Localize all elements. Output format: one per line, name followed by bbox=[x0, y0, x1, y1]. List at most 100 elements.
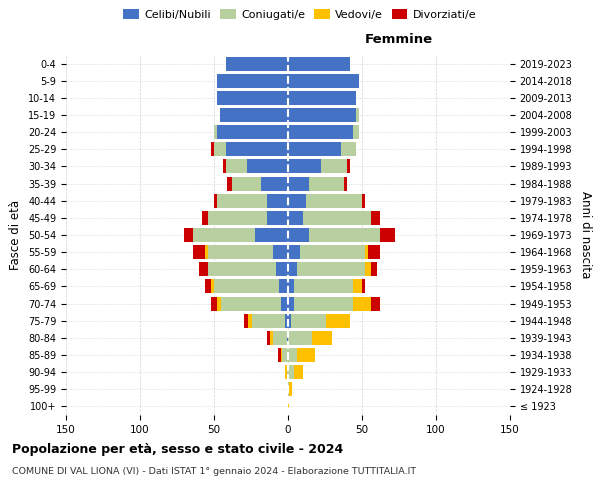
Bar bbox=[214, 194, 217, 207]
Bar bbox=[282, 348, 288, 362]
Bar bbox=[371, 262, 377, 276]
Bar bbox=[262, 176, 288, 190]
Bar bbox=[288, 194, 306, 207]
Bar bbox=[303, 211, 371, 225]
Bar bbox=[247, 160, 288, 173]
Bar bbox=[288, 382, 289, 396]
Bar bbox=[276, 262, 288, 276]
Text: Popolazione per età, sesso e stato civile - 2024: Popolazione per età, sesso e stato civil… bbox=[12, 442, 343, 456]
Bar bbox=[288, 348, 297, 362]
Bar bbox=[326, 314, 350, 328]
Y-axis label: Fasce di età: Fasce di età bbox=[10, 200, 22, 270]
Bar bbox=[353, 280, 362, 293]
Bar bbox=[288, 160, 320, 173]
Bar bbox=[291, 314, 326, 328]
Bar bbox=[362, 194, 365, 207]
Bar bbox=[217, 74, 288, 88]
Bar bbox=[288, 365, 294, 379]
Bar bbox=[347, 160, 350, 173]
Bar bbox=[311, 331, 332, 345]
Bar bbox=[380, 228, 395, 242]
Bar bbox=[288, 331, 311, 345]
Bar bbox=[288, 91, 356, 105]
Legend: Celibi/Nubili, Coniugati/e, Vedovi/e, Divorziati/e: Celibi/Nubili, Coniugati/e, Vedovi/e, Di… bbox=[120, 6, 480, 23]
Bar bbox=[199, 262, 208, 276]
Bar bbox=[287, 331, 288, 345]
Bar bbox=[288, 228, 309, 242]
Bar bbox=[288, 314, 291, 328]
Bar bbox=[226, 142, 288, 156]
Bar bbox=[371, 296, 380, 310]
Bar bbox=[273, 245, 288, 259]
Bar bbox=[309, 228, 380, 242]
Bar bbox=[294, 280, 353, 293]
Bar bbox=[289, 382, 292, 396]
Bar bbox=[221, 296, 281, 310]
Bar bbox=[248, 314, 253, 328]
Bar bbox=[208, 245, 273, 259]
Bar bbox=[267, 331, 270, 345]
Bar bbox=[281, 296, 288, 310]
Bar bbox=[288, 280, 294, 293]
Bar bbox=[353, 296, 371, 310]
Bar bbox=[232, 176, 262, 190]
Bar bbox=[300, 245, 365, 259]
Bar bbox=[217, 194, 267, 207]
Bar bbox=[288, 176, 309, 190]
Bar bbox=[227, 176, 232, 190]
Text: COMUNE DI VAL LIONA (VI) - Dati ISTAT 1° gennaio 2024 - Elaborazione TUTTITALIA.: COMUNE DI VAL LIONA (VI) - Dati ISTAT 1°… bbox=[12, 468, 416, 476]
Bar bbox=[270, 331, 273, 345]
Bar bbox=[223, 160, 226, 173]
Bar bbox=[353, 125, 359, 139]
Bar bbox=[256, 228, 288, 242]
Bar bbox=[205, 245, 208, 259]
Bar bbox=[297, 262, 365, 276]
Bar bbox=[217, 125, 288, 139]
Bar bbox=[279, 280, 288, 293]
Text: Femmine: Femmine bbox=[365, 33, 433, 46]
Bar bbox=[244, 314, 248, 328]
Bar bbox=[217, 296, 221, 310]
Bar bbox=[365, 245, 368, 259]
Bar bbox=[217, 91, 288, 105]
Bar bbox=[278, 348, 281, 362]
Bar bbox=[285, 365, 287, 379]
Bar bbox=[306, 194, 362, 207]
Bar bbox=[365, 262, 371, 276]
Bar bbox=[184, 228, 193, 242]
Bar bbox=[344, 176, 347, 190]
Bar bbox=[211, 142, 214, 156]
Bar bbox=[287, 365, 288, 379]
Bar bbox=[294, 296, 353, 310]
Bar bbox=[288, 125, 353, 139]
Bar bbox=[220, 108, 288, 122]
Bar bbox=[253, 314, 285, 328]
Bar bbox=[371, 211, 380, 225]
Bar bbox=[208, 211, 267, 225]
Bar bbox=[288, 74, 359, 88]
Bar bbox=[362, 280, 365, 293]
Bar bbox=[288, 108, 356, 122]
Bar bbox=[214, 142, 226, 156]
Bar bbox=[193, 228, 256, 242]
Bar bbox=[202, 211, 208, 225]
Bar bbox=[309, 176, 344, 190]
Bar bbox=[288, 56, 350, 70]
Bar bbox=[226, 56, 288, 70]
Y-axis label: Anni di nascita: Anni di nascita bbox=[579, 192, 592, 278]
Bar bbox=[288, 211, 303, 225]
Bar bbox=[320, 160, 347, 173]
Bar bbox=[273, 331, 287, 345]
Bar bbox=[356, 108, 359, 122]
Bar bbox=[208, 262, 276, 276]
Bar bbox=[193, 245, 205, 259]
Bar bbox=[288, 262, 297, 276]
Bar bbox=[226, 160, 247, 173]
Bar bbox=[211, 280, 214, 293]
Bar bbox=[267, 211, 288, 225]
Bar bbox=[285, 314, 288, 328]
Bar bbox=[205, 280, 211, 293]
Bar bbox=[211, 296, 217, 310]
Bar bbox=[368, 245, 380, 259]
Bar bbox=[341, 142, 356, 156]
